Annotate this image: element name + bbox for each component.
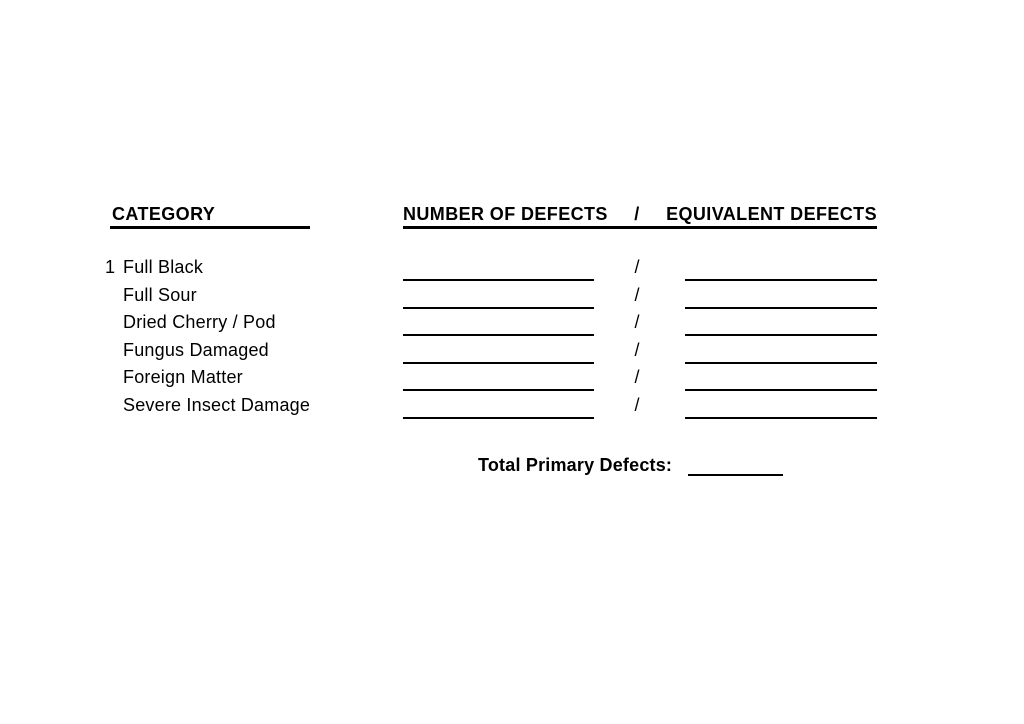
number-of-defects-field[interactable] [403, 285, 594, 309]
defect-row-full-sour: Full Sour / [0, 285, 1024, 311]
equivalent-defects-field[interactable] [685, 257, 877, 281]
defect-category-label: Full Black [123, 257, 204, 277]
defect-row-severe-insect-damage: Severe Insect Damage / [0, 395, 1024, 421]
header-slash-separator: / [634, 204, 640, 224]
defect-category-label: Fungus Damaged [123, 339, 269, 360]
equivalent-defects-field[interactable] [685, 340, 877, 364]
slash-separator: / [634, 312, 640, 332]
defects-header: NUMBER OF DEFECTS / EQUIVALENT DEFECTS [403, 203, 877, 225]
defect-category-label: Dried Cherry / Pod [123, 312, 276, 332]
number-of-defects-field[interactable] [403, 257, 594, 281]
equivalent-defects-field[interactable] [685, 312, 877, 336]
category-header-underline [110, 226, 310, 229]
total-primary-defects-label: Total Primary Defects: [478, 455, 673, 475]
slash-separator: / [634, 257, 640, 277]
equivalent-defects-field[interactable] [685, 285, 877, 309]
defect-category-label: Foreign Matter [123, 367, 243, 387]
defect-row-foreign-matter: Foreign Matter / [0, 367, 1024, 393]
number-of-defects-field[interactable] [403, 312, 594, 336]
defect-row-full-black: 1 Full Black / [0, 257, 1024, 283]
number-of-defects-field[interactable] [403, 340, 594, 364]
slash-separator: / [634, 339, 640, 360]
number-of-defects-field[interactable] [403, 395, 594, 419]
number-of-defects-header: NUMBER OF DEFECTS [403, 204, 608, 224]
total-primary-defects-field[interactable] [688, 452, 783, 476]
defects-header-underline [403, 226, 877, 229]
slash-separator: / [634, 367, 640, 387]
equivalent-defects-field[interactable] [685, 395, 877, 419]
category-header: CATEGORY [112, 204, 216, 224]
defect-row-dried-cherry-pod: Dried Cherry / Pod / [0, 312, 1024, 338]
row-number: 1 [105, 257, 116, 277]
number-of-defects-field[interactable] [403, 367, 594, 391]
slash-separator: / [634, 394, 640, 415]
slash-separator: / [634, 284, 640, 305]
defect-category-label: Full Sour [123, 284, 197, 305]
equivalent-defects-header: EQUIVALENT DEFECTS [666, 204, 877, 224]
defect-category-label: Severe Insect Damage [123, 394, 311, 415]
defect-row-fungus-damaged: Fungus Damaged / [0, 340, 1024, 366]
equivalent-defects-field[interactable] [685, 367, 877, 391]
